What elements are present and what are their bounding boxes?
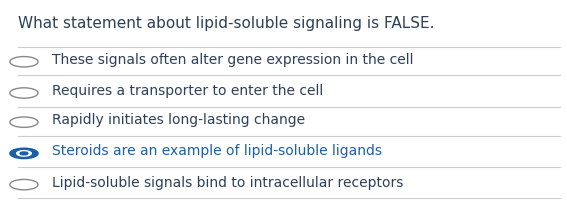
Circle shape <box>16 151 31 156</box>
Text: These signals often alter gene expression in the cell: These signals often alter gene expressio… <box>52 53 414 67</box>
Text: Steroids are an example of lipid-soluble ligands: Steroids are an example of lipid-soluble… <box>52 144 382 158</box>
Circle shape <box>20 152 28 155</box>
Circle shape <box>10 148 38 159</box>
Text: What statement about lipid-soluble signaling is FALSE.: What statement about lipid-soluble signa… <box>18 16 435 31</box>
Text: Requires a transporter to enter the cell: Requires a transporter to enter the cell <box>52 84 323 98</box>
Text: Rapidly initiates long-lasting change: Rapidly initiates long-lasting change <box>52 113 305 127</box>
Text: Lipid-soluble signals bind to intracellular receptors: Lipid-soluble signals bind to intracellu… <box>52 176 404 189</box>
